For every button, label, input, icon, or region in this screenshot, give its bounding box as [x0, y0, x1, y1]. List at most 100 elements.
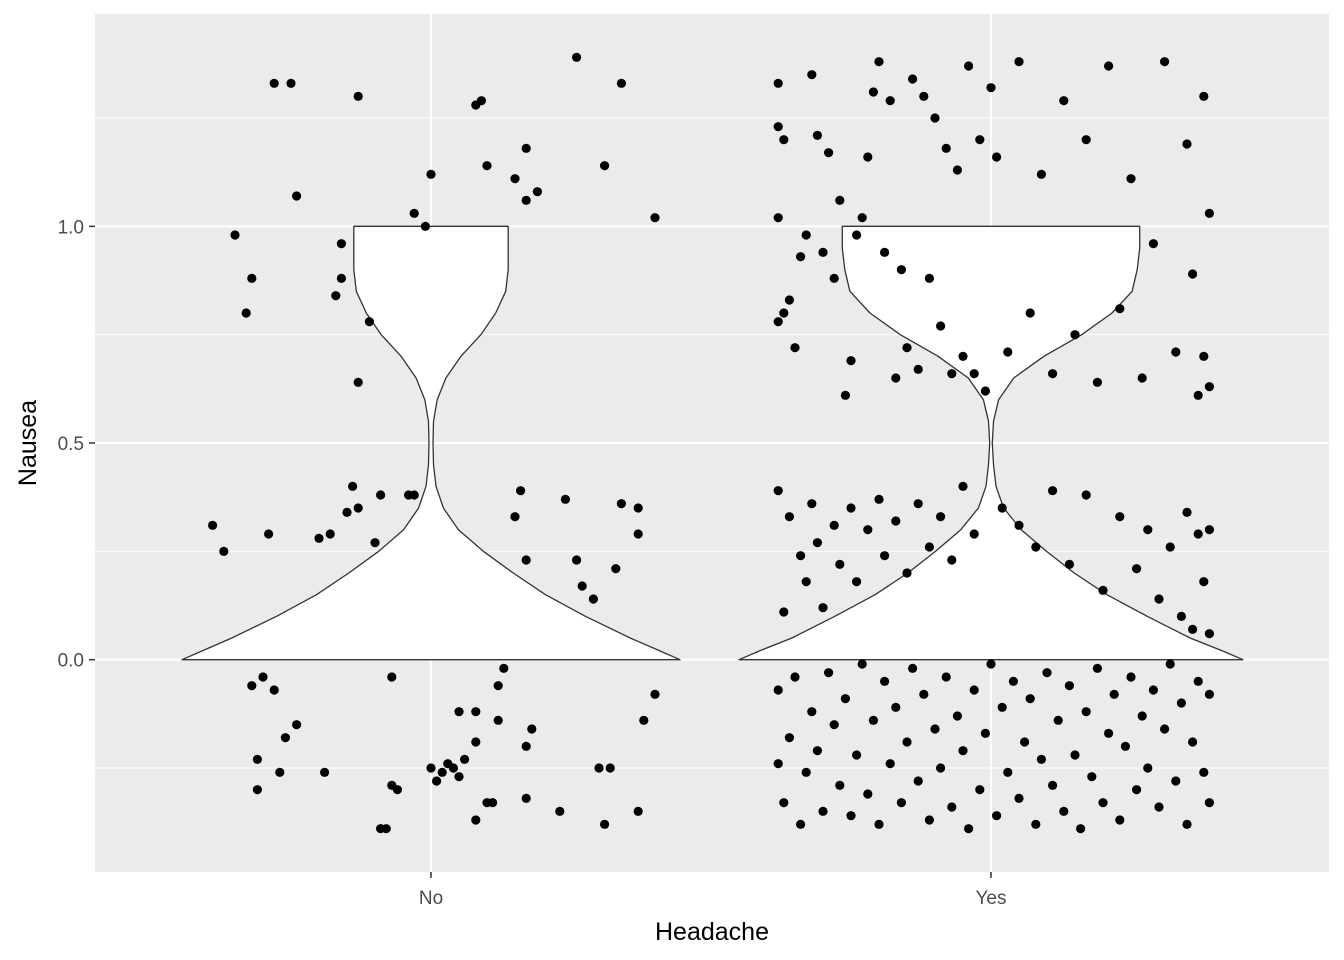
data-point: [633, 806, 643, 816]
data-point: [252, 754, 262, 764]
data-point: [650, 689, 660, 699]
data-point: [958, 746, 968, 756]
data-point: [1165, 659, 1175, 669]
data-point: [964, 61, 974, 71]
data-point: [796, 551, 806, 561]
data-point: [992, 811, 1002, 821]
data-point: [555, 806, 565, 816]
data-point: [857, 213, 867, 223]
data-point: [874, 57, 884, 67]
data-point: [1137, 711, 1147, 721]
data-point: [420, 221, 430, 231]
data-point: [958, 481, 968, 491]
data-point: [829, 520, 839, 530]
data-point: [868, 715, 879, 725]
data-point: [829, 273, 839, 283]
data-point: [1076, 824, 1086, 834]
data-point: [986, 659, 996, 669]
data-point: [572, 52, 582, 62]
data-point: [1193, 529, 1203, 539]
data-point: [913, 364, 923, 374]
data-point: [1036, 754, 1046, 764]
data-point: [1115, 512, 1125, 522]
data-point: [1064, 559, 1074, 569]
data-point: [1014, 793, 1024, 803]
data-point: [1081, 707, 1091, 717]
data-point: [280, 733, 290, 743]
data-point: [521, 195, 531, 205]
data-point: [796, 819, 806, 829]
y-tick-label: 0.0: [58, 651, 84, 672]
data-point: [1165, 542, 1175, 552]
data-point: [336, 273, 346, 283]
data-point: [773, 213, 783, 223]
data-point: [969, 369, 979, 379]
data-point: [1092, 663, 1102, 673]
data-point: [1154, 802, 1164, 812]
data-point: [1025, 308, 1035, 318]
data-point: [493, 681, 503, 691]
data-point: [975, 135, 985, 145]
data-point: [499, 663, 509, 673]
data-point: [1048, 486, 1058, 496]
data-point: [908, 663, 918, 673]
data-point: [605, 763, 615, 773]
data-point: [1182, 139, 1192, 149]
data-point: [790, 343, 800, 353]
data-point: [521, 555, 531, 565]
data-point: [353, 377, 363, 387]
y-tick-label: 1.0: [58, 217, 84, 238]
data-point: [902, 568, 912, 578]
data-point: [1160, 57, 1170, 67]
data-point: [975, 785, 985, 795]
data-point: [1143, 525, 1153, 535]
data-point: [269, 685, 279, 695]
data-point: [1042, 668, 1052, 678]
violin-no: [181, 225, 681, 661]
data-point: [779, 607, 789, 617]
data-point: [1070, 750, 1080, 760]
data-point: [1126, 672, 1136, 682]
data-point: [409, 208, 419, 218]
data-point: [1120, 741, 1130, 751]
data-point: [779, 798, 789, 808]
data-point: [488, 798, 498, 808]
data-point: [387, 672, 397, 682]
data-point: [796, 252, 806, 262]
data-point: [1115, 304, 1125, 314]
data-point: [471, 707, 481, 717]
data-point: [1098, 798, 1108, 808]
data-point: [633, 529, 643, 539]
data-point: [779, 308, 789, 318]
data-point: [639, 715, 649, 725]
data-point: [1003, 347, 1013, 357]
data-point: [521, 143, 531, 153]
data-point: [801, 577, 811, 587]
data-point: [325, 529, 335, 539]
data-point: [1048, 780, 1058, 790]
data-point: [818, 247, 828, 257]
data-point: [493, 715, 503, 725]
data-point: [600, 161, 610, 171]
data-point: [891, 516, 901, 526]
data-point: [264, 529, 274, 539]
data-point: [852, 230, 862, 240]
data-point: [846, 356, 856, 366]
data-point: [784, 733, 795, 743]
data-point: [930, 724, 940, 734]
data-point: [471, 737, 481, 747]
data-point: [376, 490, 386, 500]
data-point: [1160, 724, 1170, 734]
data-point: [1081, 135, 1091, 145]
data-point: [773, 486, 783, 496]
data-point: [1199, 91, 1209, 101]
data-point: [880, 551, 890, 561]
data-point: [919, 91, 929, 101]
data-point: [1193, 390, 1203, 400]
data-point: [1104, 61, 1114, 71]
data-point: [560, 494, 571, 504]
data-point: [426, 169, 436, 179]
data-point: [1188, 737, 1198, 747]
data-point: [902, 737, 912, 747]
